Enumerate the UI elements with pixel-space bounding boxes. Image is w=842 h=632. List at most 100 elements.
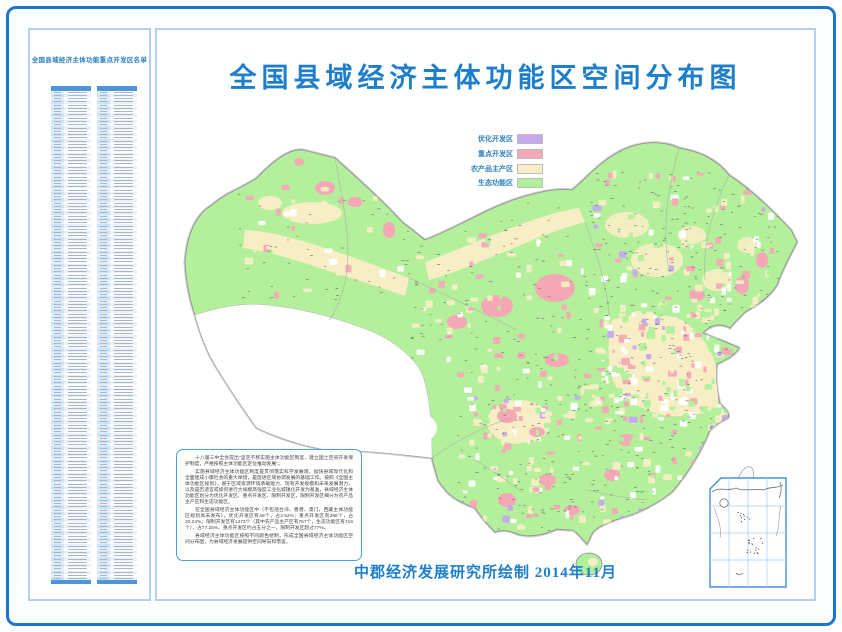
- table-row: [51, 146, 91, 150]
- row-name-cell: [110, 168, 137, 173]
- row-index-cell: [97, 136, 110, 140]
- row-index-cell: [51, 198, 64, 202]
- table-row: [51, 338, 91, 342]
- table-row: [51, 462, 91, 467]
- row-index-cell: [97, 531, 110, 535]
- table-row: [97, 289, 137, 293]
- table-row: [51, 234, 91, 238]
- row-name-cell: [110, 449, 137, 453]
- table-row: [97, 485, 137, 489]
- row-name-cell: [64, 152, 91, 156]
- row-index-cell: [51, 377, 64, 382]
- row-index-cell: [51, 335, 64, 339]
- table-row: [97, 355, 137, 359]
- table-row: [51, 387, 91, 391]
- row-name-cell: [110, 214, 137, 218]
- table-row: [51, 518, 91, 522]
- row-index-cell: [51, 250, 64, 254]
- row-index-cell: [51, 103, 64, 107]
- row-index-cell: [97, 234, 110, 238]
- row-index-cell: [97, 479, 110, 483]
- row-index-cell: [97, 345, 110, 349]
- row-name-cell: [64, 276, 91, 280]
- row-name-cell: [110, 123, 137, 127]
- table-row: [97, 136, 137, 140]
- row-name-cell: [64, 208, 91, 212]
- table-row: [51, 469, 91, 473]
- row-index-cell: [51, 462, 64, 467]
- row-name-cell: [64, 387, 91, 391]
- table-row: [51, 528, 91, 532]
- row-name-cell: [64, 211, 91, 215]
- row-index-cell: [51, 541, 64, 545]
- row-name-cell: [110, 371, 137, 375]
- row-index-cell: [97, 253, 110, 258]
- row-name-cell: [64, 518, 91, 522]
- row-index-cell: [97, 276, 110, 280]
- table-row: [97, 505, 137, 509]
- table-row: [97, 266, 137, 271]
- table-row: [97, 240, 137, 244]
- table-row: [97, 90, 137, 94]
- row-index-cell: [51, 279, 64, 284]
- row-index-cell: [97, 355, 110, 359]
- row-index-cell: [97, 240, 110, 244]
- row-name-cell: [110, 368, 137, 372]
- table-row: [51, 472, 91, 476]
- row-index-cell: [51, 178, 64, 182]
- row-index-cell: [51, 162, 64, 166]
- row-name-cell: [110, 547, 137, 551]
- table-row: [97, 377, 137, 382]
- row-index-cell: [51, 113, 64, 117]
- row-name-cell: [64, 217, 91, 222]
- table-row: [97, 198, 137, 202]
- row-name-cell: [64, 351, 91, 356]
- row-name-cell: [110, 292, 137, 297]
- row-name-cell: [110, 439, 137, 444]
- row-index-cell: [51, 116, 64, 120]
- row-index-cell: [51, 560, 64, 565]
- row-index-cell: [97, 208, 110, 212]
- row-name-cell: [110, 325, 137, 329]
- row-name-cell: [64, 534, 91, 538]
- table-row: [97, 97, 137, 101]
- table-row: [97, 185, 137, 189]
- row-index-cell: [51, 456, 64, 460]
- row-name-cell: [110, 289, 137, 293]
- row-name-cell: [110, 397, 137, 401]
- row-index-cell: [97, 449, 110, 453]
- row-index-cell: [51, 253, 64, 258]
- row-name-cell: [110, 443, 137, 447]
- table-row: [97, 106, 137, 111]
- table-row: [97, 335, 137, 339]
- row-name-cell: [64, 407, 91, 411]
- row-index-cell: [97, 90, 110, 94]
- row-name-cell: [64, 257, 91, 261]
- row-name-cell: [64, 142, 91, 147]
- row-name-cell: [110, 211, 137, 215]
- row-index-cell: [51, 93, 64, 98]
- row-index-cell: [51, 400, 64, 404]
- row-index-cell: [51, 410, 64, 414]
- row-index-cell: [97, 279, 110, 284]
- row-name-cell: [110, 270, 137, 274]
- row-index-cell: [51, 544, 64, 548]
- row-index-cell: [51, 567, 64, 571]
- row-index-cell: [97, 306, 110, 310]
- table-row: [51, 276, 91, 280]
- row-name-cell: [64, 119, 91, 124]
- row-name-cell: [110, 237, 137, 241]
- row-name-cell: [110, 279, 137, 284]
- table-row: [51, 361, 91, 365]
- legend-swatch: [517, 148, 543, 159]
- table-row: [97, 273, 137, 277]
- row-name-cell: [110, 394, 137, 398]
- row-name-cell: [110, 116, 137, 120]
- row-index-cell: [97, 188, 110, 192]
- legend-label: 生态功能区: [478, 180, 513, 188]
- row-name-cell: [64, 368, 91, 372]
- row-name-cell: [110, 508, 137, 512]
- row-name-cell: [110, 534, 137, 538]
- row-name-cell: [64, 374, 91, 378]
- table-row: [51, 459, 91, 463]
